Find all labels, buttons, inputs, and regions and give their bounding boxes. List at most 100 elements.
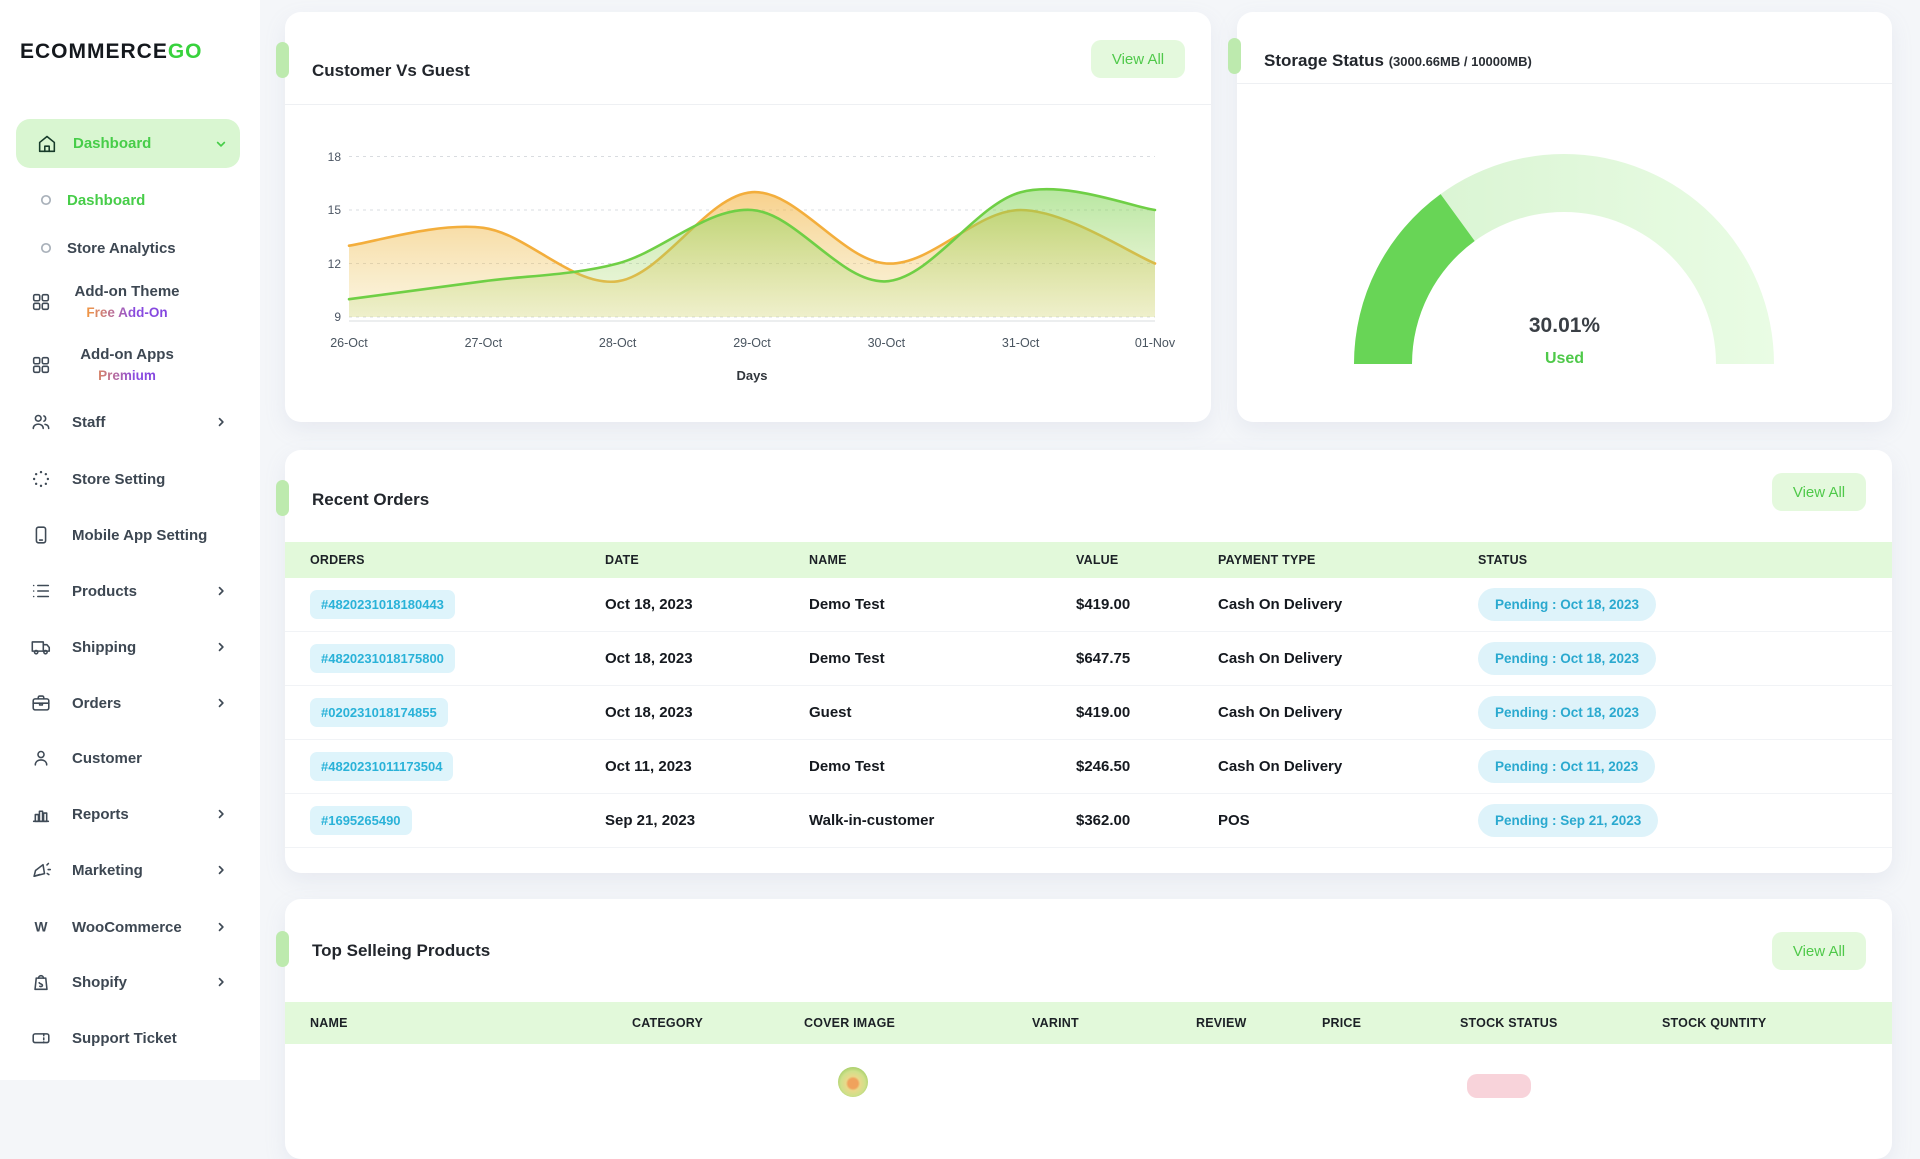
shopify-icon xyxy=(30,971,52,993)
sidebar-item-label: Store Setting xyxy=(72,470,166,488)
recent-orders-card: Recent Orders View All ORDERS DATE NAME VAL… xyxy=(276,450,1892,873)
order-date: Oct 11, 2023 xyxy=(605,758,692,775)
ticket-icon xyxy=(30,1027,52,1049)
top-selling-table-header: NAME CATEGORY COVER IMAGE VARINT REVIEW PRICE… xyxy=(285,1002,1892,1044)
divider xyxy=(1237,83,1892,84)
order-row: #020231018174855 Oct 18, 2023 Guest $419.00… xyxy=(285,686,1892,740)
ring-icon xyxy=(40,242,52,254)
card-title: Customer Vs Guest xyxy=(312,61,470,80)
sidebar-item-label: Customer xyxy=(72,749,143,767)
order-name: Walk-in-customer xyxy=(809,812,935,829)
column-header-status: STATUS xyxy=(1478,553,1528,567)
sidebar-item-mobile-app-setting[interactable]: Mobile App Setting xyxy=(0,521,260,549)
sidebar-item-store-analytics[interactable]: Store Analytics xyxy=(0,234,260,262)
sidebar-item-store-setting[interactable]: Store Setting xyxy=(0,465,260,493)
order-name: Demo Test xyxy=(809,650,885,667)
briefcase-icon xyxy=(30,692,52,714)
storage-used-label: Used xyxy=(1544,350,1585,367)
loader-icon xyxy=(30,468,52,490)
sidebar-item-support-ticket[interactable]: Support Ticket xyxy=(0,1024,260,1052)
megaphone-icon xyxy=(30,859,52,881)
order-value: $362.00 xyxy=(1076,812,1131,829)
sidebar-item-shipping[interactable]: Shipping xyxy=(0,633,260,661)
x-axis-tick: 30-Oct xyxy=(867,336,906,350)
view-all-button[interactable]: View All xyxy=(1772,932,1866,970)
grid-icon xyxy=(30,291,52,313)
sidebar-item-woocommerce[interactable]: W WooCommerce xyxy=(0,913,260,941)
sidebar: ECOMMERCEGO Dashboard Dashboard Store Anal… xyxy=(0,0,260,1080)
sidebar-item-add-on-theme[interactable]: Add-on Theme Free Add-On xyxy=(0,280,260,324)
ring-icon xyxy=(40,194,52,206)
order-row: #4820231018180443 Oct 18, 2023 Demo Test $4… xyxy=(285,578,1892,632)
chevron-down-icon xyxy=(212,135,230,153)
card-title: Top Selleing Products xyxy=(312,941,491,960)
chevron-right-icon xyxy=(212,582,230,600)
top-selling-products-card: Top Selleing Products View All NAME CATEG… xyxy=(276,899,1892,1159)
card-accent-tab xyxy=(276,480,289,516)
sidebar-item-reports[interactable]: Reports xyxy=(0,800,260,828)
column-header-price: PRICE xyxy=(1322,1016,1362,1030)
sidebar-item-dashboard[interactable]: Dashboard xyxy=(16,119,240,168)
order-id-link[interactable]: #1695265490 xyxy=(310,806,412,835)
sidebar-item-label: Add-on Apps xyxy=(80,346,174,363)
sidebar-item-customer[interactable]: Customer xyxy=(0,744,260,772)
order-status-badge: Pending : Oct 18, 2023 xyxy=(1478,642,1657,675)
order-payment-type: Cash On Delivery xyxy=(1218,650,1343,667)
column-header-review: REVIEW xyxy=(1196,1016,1247,1030)
order-id-link[interactable]: #020231018174855 xyxy=(310,698,448,727)
sidebar-item-shopify[interactable]: Shopify xyxy=(0,968,260,996)
card-accent-tab xyxy=(1228,38,1241,74)
user-icon xyxy=(30,747,52,769)
column-header-name: NAME xyxy=(310,1016,348,1030)
sidebar-item-label: Shipping xyxy=(72,638,137,656)
chevron-right-icon xyxy=(212,805,230,823)
order-date: Oct 18, 2023 xyxy=(605,596,693,613)
column-header-date: DATE xyxy=(605,553,639,567)
view-all-button[interactable]: View All xyxy=(1091,40,1185,78)
sidebar-item-staff[interactable]: Staff xyxy=(0,408,260,436)
sidebar-item-label: Support Ticket xyxy=(72,1029,177,1047)
order-id-link[interactable]: #4820231011173504 xyxy=(310,752,454,781)
sidebar-item-label: Marketing xyxy=(72,861,143,879)
truck-icon xyxy=(30,636,52,658)
order-value: $246.50 xyxy=(1076,758,1131,775)
column-header-payment-type: PAYMENT TYPE xyxy=(1218,553,1316,567)
sidebar-item-label: Products xyxy=(72,582,138,600)
chevron-right-icon xyxy=(212,973,230,991)
order-row: #4820231018175800 Oct 18, 2023 Demo Test $6… xyxy=(285,632,1892,686)
sidebar-item-dashboard-sub[interactable]: Dashboard xyxy=(0,186,260,214)
card-accent-tab xyxy=(276,42,289,78)
brand-logo[interactable]: ECOMMERCEGO xyxy=(20,40,203,63)
column-header-orders: ORDERS xyxy=(310,553,365,567)
column-header-name: NAME xyxy=(809,553,847,567)
chevron-right-icon xyxy=(212,638,230,656)
x-axis-tick: 26-Oct xyxy=(330,336,368,350)
y-axis-tick: 12 xyxy=(327,256,341,271)
view-all-button[interactable]: View All xyxy=(1772,473,1866,511)
sidebar-item-label: Mobile App Setting xyxy=(72,526,208,544)
product-cover-image xyxy=(838,1067,868,1097)
column-header-cover-image: COVER IMAGE xyxy=(804,1016,896,1030)
list-icon xyxy=(30,580,52,602)
sidebar-item-add-on-apps[interactable]: Add-on Apps Premium xyxy=(0,343,260,387)
x-axis-tick: 28-Oct xyxy=(598,336,637,350)
sidebar-item-orders[interactable]: Orders xyxy=(0,689,260,717)
order-value: $647.75 xyxy=(1076,650,1131,667)
users-icon xyxy=(30,411,52,433)
sidebar-item-products[interactable]: Products xyxy=(0,577,260,605)
order-payment-type: Cash On Delivery xyxy=(1218,704,1343,721)
sidebar-item-label: WooCommerce xyxy=(72,918,182,936)
sidebar-item-label: Dashboard xyxy=(67,191,146,209)
card-title: Recent Orders xyxy=(312,490,430,509)
chevron-right-icon xyxy=(212,861,230,879)
order-row: #1695265490 Sep 21, 2023 Walk-in-customer $… xyxy=(285,794,1892,848)
sidebar-item-marketing[interactable]: Marketing xyxy=(0,856,260,884)
order-payment-type: POS xyxy=(1218,812,1250,829)
orders-table-header: ORDERS DATE NAME VALUE PAYMENT TYPE STATUS xyxy=(285,542,1892,578)
order-status-badge: Pending : Sep 21, 2023 xyxy=(1478,804,1659,837)
storage-status-card: Storage Status (3000.66MB / 10000MB) 30.… xyxy=(1228,12,1892,422)
grid-icon xyxy=(30,354,52,376)
order-id-link[interactable]: #4820231018180443 xyxy=(310,590,455,619)
sidebar-item-label: Store Analytics xyxy=(67,239,176,257)
order-id-link[interactable]: #4820231018175800 xyxy=(310,644,455,673)
